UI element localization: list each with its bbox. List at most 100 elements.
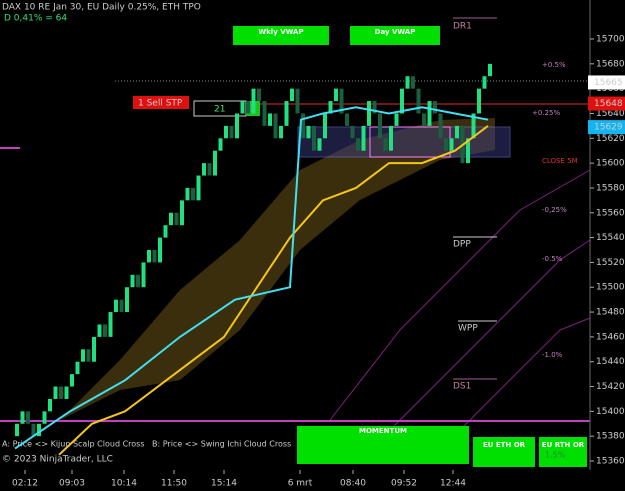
brick <box>218 138 223 151</box>
brick <box>235 113 239 139</box>
level: WPP <box>458 324 478 334</box>
brick <box>339 88 344 114</box>
brick <box>141 262 146 288</box>
y-tick-label: 15420 <box>596 382 625 392</box>
y-tick-label: 15380 <box>596 432 625 442</box>
brick <box>389 125 393 151</box>
legend: A: Price <> Kijun Scalp Cloud Cross <box>2 440 145 449</box>
y-tick-label: 15580 <box>596 183 625 193</box>
brick <box>158 237 162 263</box>
y-tick-label: 15600 <box>596 159 625 169</box>
y-tick-label: 15640 <box>596 109 625 119</box>
brick <box>136 274 140 288</box>
y-tick-label: 15520 <box>596 258 625 268</box>
brick <box>405 76 410 89</box>
button-label[interactable]: EU RTH OR <box>542 441 585 449</box>
brick <box>416 88 421 114</box>
y-tick-label: 15620 <box>596 134 625 144</box>
button-label[interactable]: EU ETH OR <box>483 441 526 449</box>
brick <box>97 324 102 337</box>
level: DR1 <box>453 22 472 32</box>
x-tick-label: 09:52 <box>391 479 417 489</box>
brick <box>400 88 404 114</box>
band-line <box>379 239 591 441</box>
y-tick-label: 15560 <box>596 208 625 218</box>
brick <box>328 101 333 114</box>
brick <box>81 349 85 362</box>
price-tag-label: 15629 <box>594 123 623 133</box>
level: +0.25% <box>532 109 560 117</box>
brick <box>438 113 443 139</box>
brick <box>345 113 349 126</box>
y-tick-label: 15440 <box>596 357 625 367</box>
brick <box>383 138 388 151</box>
brick <box>471 113 476 139</box>
brick <box>262 101 267 126</box>
button[interactable] <box>297 426 469 464</box>
brick <box>482 76 487 89</box>
brick <box>169 212 173 226</box>
button-label[interactable]: Wkly VWAP <box>258 28 303 36</box>
brick <box>26 411 30 424</box>
brick <box>207 163 212 176</box>
title: DAX 10 RE Jan 30, EU Daily 0.25%, ETH TP… <box>2 3 201 13</box>
brick <box>152 250 157 263</box>
brick <box>108 312 113 337</box>
brick <box>147 250 151 263</box>
brick <box>191 187 195 201</box>
button[interactable] <box>539 437 587 467</box>
brick <box>444 138 448 151</box>
label: 1.5% <box>545 451 566 460</box>
stat: D 0,41% = 64 <box>4 14 67 24</box>
brick <box>284 101 289 126</box>
brick <box>279 125 283 139</box>
brick <box>42 411 47 424</box>
brick <box>180 200 184 226</box>
brick <box>323 113 327 139</box>
brick <box>229 125 234 139</box>
button-label[interactable]: MOMENTUM <box>359 427 407 435</box>
brick <box>361 125 366 151</box>
level: DS1 <box>453 382 471 392</box>
brick <box>224 125 228 139</box>
brick <box>15 423 19 437</box>
price-tag-label: 15648 <box>594 99 623 109</box>
brick <box>86 349 91 362</box>
y-tick-label: 15540 <box>596 233 625 243</box>
brick <box>427 101 432 126</box>
order-qty[interactable]: 21 <box>214 105 225 115</box>
x-tick-label: 12:44 <box>440 479 466 489</box>
brick <box>103 324 107 337</box>
order-label[interactable]: 1 Sell STP <box>138 99 183 109</box>
legend: B: Price <> Swing Ichi Cloud Cross <box>152 440 291 449</box>
y-tick-label: 15480 <box>596 308 625 318</box>
x-tick-label: 6 mrt <box>288 479 313 489</box>
x-tick-label: 11:50 <box>161 479 187 489</box>
brick <box>290 88 294 102</box>
brick <box>433 101 437 114</box>
order-tag[interactable] <box>133 96 189 109</box>
y-tick-label: 15680 <box>596 59 625 69</box>
brick <box>196 175 201 201</box>
brick <box>455 125 459 139</box>
brick <box>367 101 371 126</box>
brick <box>48 398 52 412</box>
y-tick-label: 15500 <box>596 283 625 293</box>
x-tick-label: 02:12 <box>12 479 38 489</box>
brick <box>20 411 25 424</box>
brick <box>356 138 360 151</box>
brick <box>202 163 206 176</box>
button-label[interactable]: Day VWAP <box>375 28 416 36</box>
brick <box>295 88 300 114</box>
button[interactable] <box>233 26 329 45</box>
button[interactable] <box>350 26 440 45</box>
brick <box>268 113 272 126</box>
brick <box>64 386 69 399</box>
level: DPP <box>453 240 471 250</box>
brick <box>213 150 217 176</box>
y-tick-label: 15400 <box>596 407 625 417</box>
button[interactable] <box>473 437 535 467</box>
brick <box>317 138 322 151</box>
price-tag <box>588 75 625 90</box>
